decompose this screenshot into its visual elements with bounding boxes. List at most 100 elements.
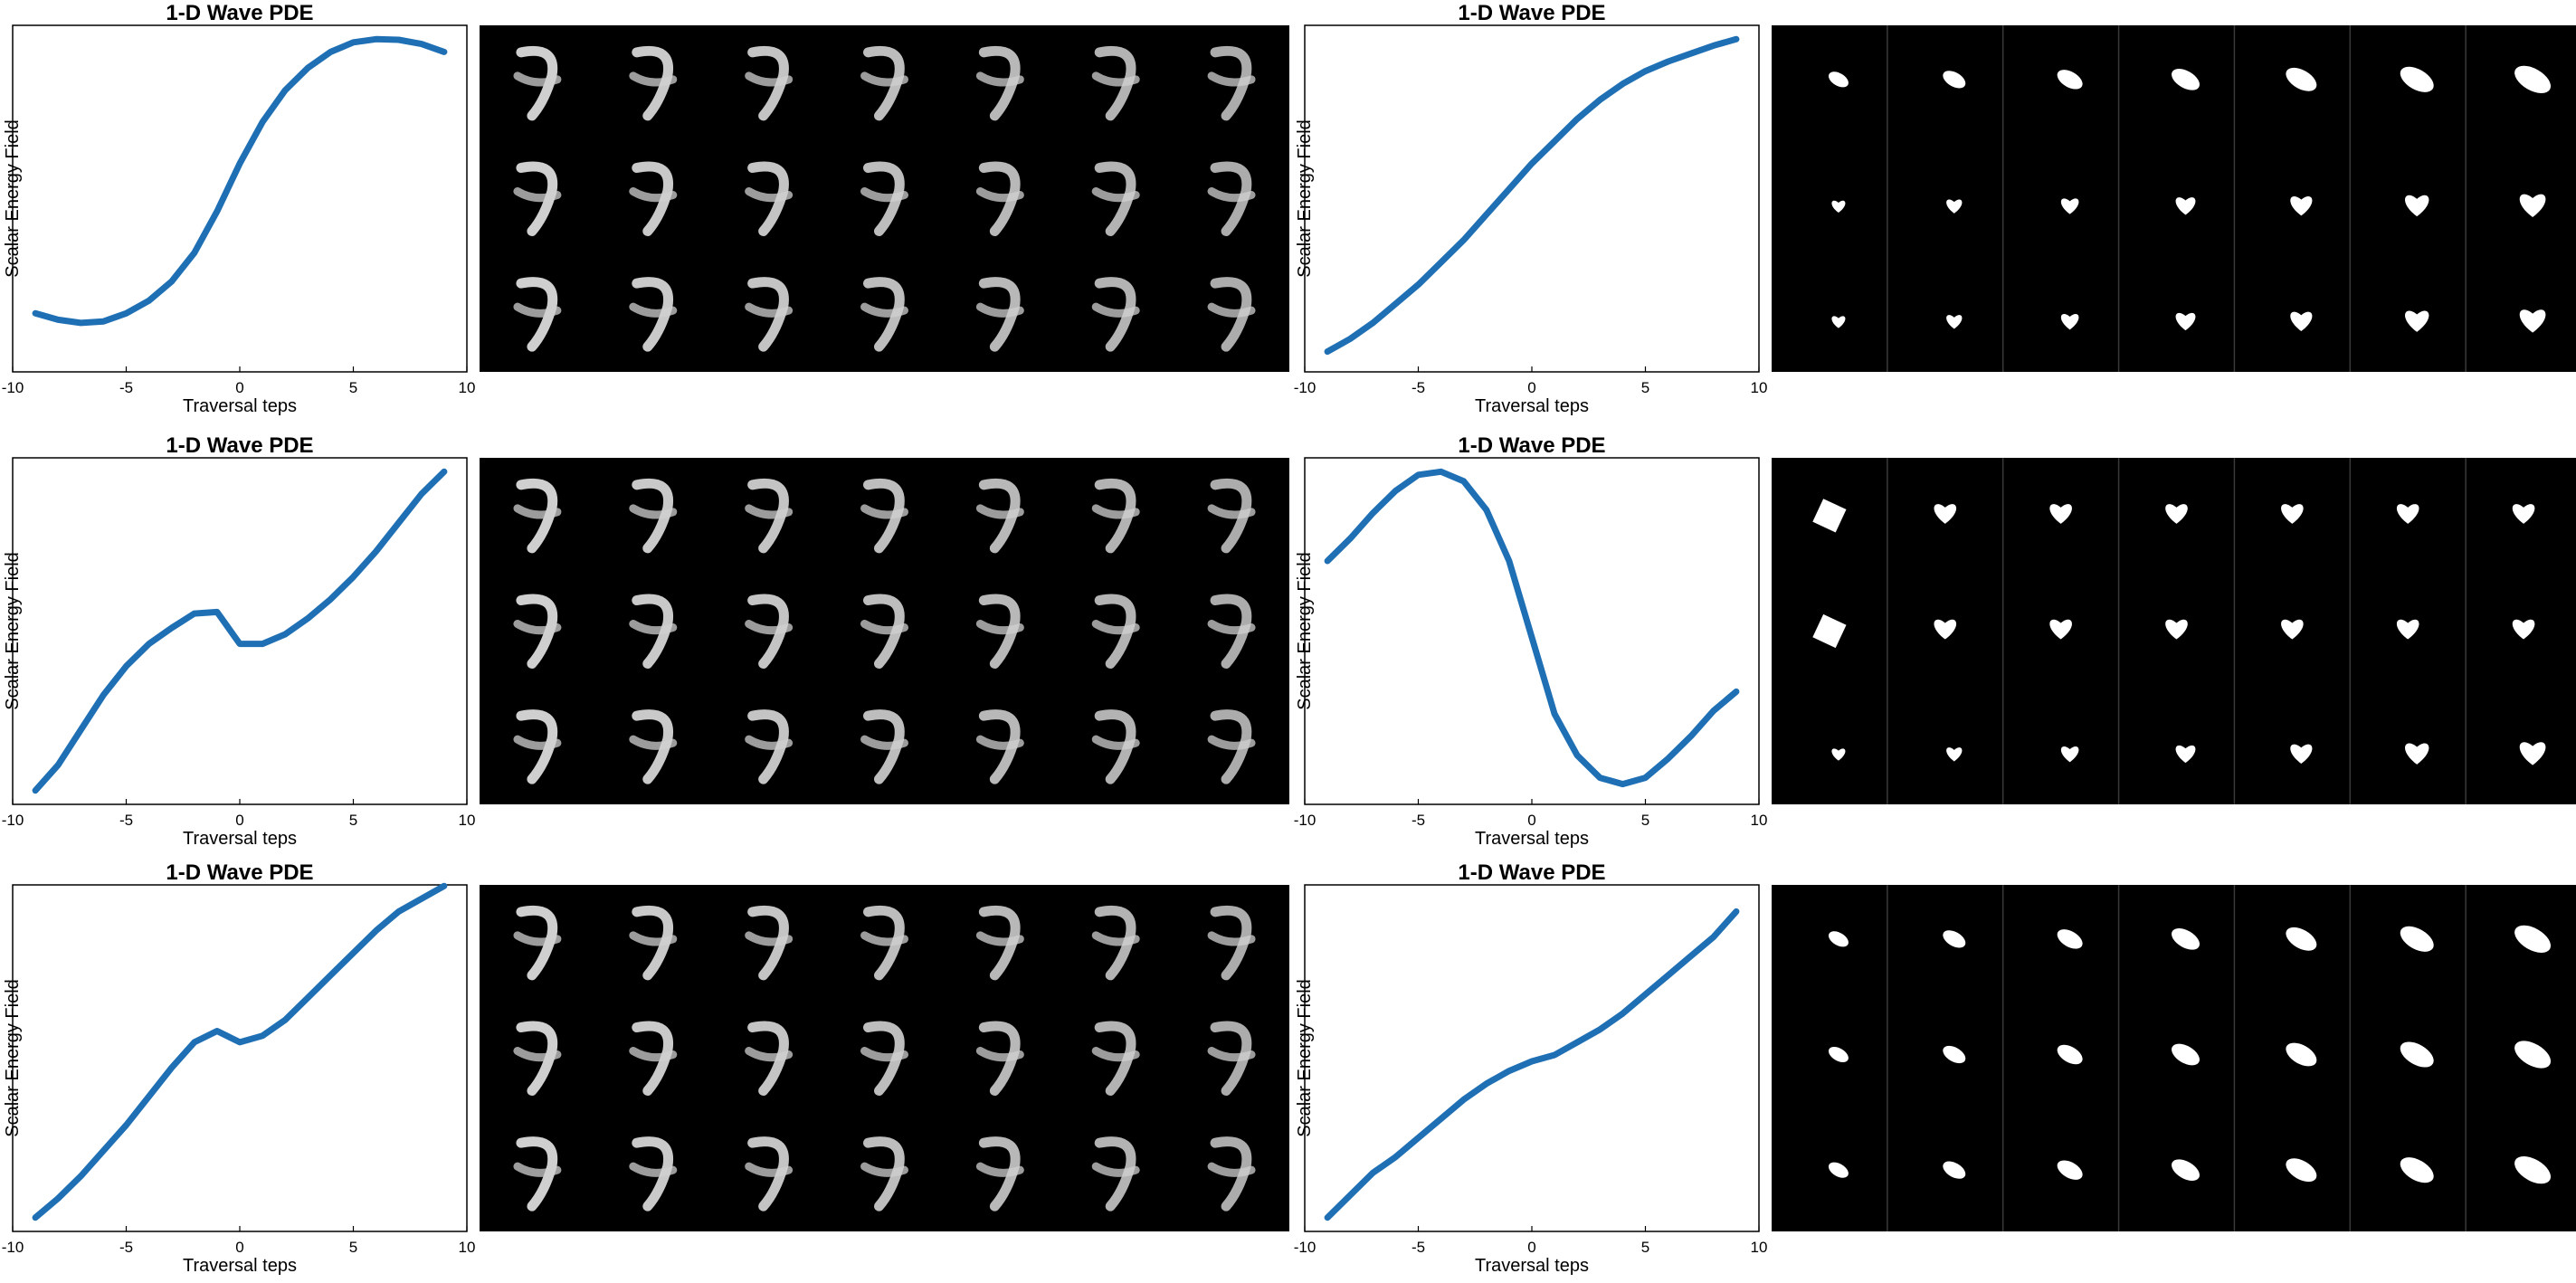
chart-title: 1-D Wave PDE xyxy=(166,433,313,458)
heart-shape xyxy=(2060,746,2079,763)
digit-glyph xyxy=(513,1021,562,1096)
heart-shape xyxy=(2405,195,2429,217)
digit-stroke xyxy=(629,620,678,635)
digit-stroke xyxy=(863,161,905,236)
x-tick-label: 10 xyxy=(459,379,476,396)
digit-stroke xyxy=(747,478,789,554)
digit-stroke xyxy=(1091,931,1140,946)
digit-stroke xyxy=(629,71,678,87)
ellipse-shape xyxy=(1943,930,1966,948)
heart-shape xyxy=(1946,315,1963,329)
heart-shape xyxy=(2060,198,2079,214)
digit-stroke xyxy=(745,302,794,318)
ellipse-shape xyxy=(1943,71,1966,89)
digit-glyph xyxy=(745,905,794,981)
square-shape xyxy=(1812,499,1847,533)
digit-stroke xyxy=(975,735,1024,750)
digit-stroke xyxy=(516,1136,558,1212)
ellipse-shape xyxy=(2172,69,2200,90)
y-axis-label: Scalar Energy Field xyxy=(1295,119,1315,278)
ellipse-shape xyxy=(2400,66,2434,92)
x-axis-label: Traversal teps xyxy=(1475,1256,1589,1276)
heart-shape xyxy=(2519,742,2546,765)
digit-glyph xyxy=(629,277,678,352)
heart-shape xyxy=(2512,504,2535,524)
heart-shape xyxy=(1831,200,1846,213)
digit-stroke xyxy=(863,1136,905,1212)
digit-stroke xyxy=(978,1136,1021,1212)
digit-glyph xyxy=(975,478,1024,554)
ellipse-shape xyxy=(2172,1043,2200,1066)
digit-stroke xyxy=(1091,735,1140,750)
x-tick-label: 5 xyxy=(1641,812,1649,829)
digit-stroke xyxy=(1210,45,1252,121)
digit-stroke xyxy=(747,1136,789,1212)
digit-stroke xyxy=(1094,594,1136,669)
digit-stroke xyxy=(1094,1021,1136,1096)
digit-stroke xyxy=(747,1021,789,1096)
digit-stroke xyxy=(860,1162,908,1177)
digit-glyph xyxy=(745,1021,794,1096)
digit-stroke xyxy=(975,71,1024,87)
digit-glyph xyxy=(629,905,678,981)
digit-stroke xyxy=(863,1021,905,1096)
x-tick-label: -10 xyxy=(2,812,24,829)
digit-stroke xyxy=(745,1162,794,1177)
digit-glyph xyxy=(629,1021,678,1096)
ellipse-shape xyxy=(2514,1156,2552,1184)
digit-stroke xyxy=(1207,1047,1256,1062)
ellipse-shape xyxy=(2286,1158,2317,1183)
digit-glyph xyxy=(1207,45,1256,121)
digit-glyph xyxy=(629,478,678,554)
digit-glyph xyxy=(1091,478,1140,554)
digit-stroke xyxy=(860,302,908,318)
heart-shape xyxy=(1831,316,1846,328)
heart-shape xyxy=(1946,199,1963,214)
traversal-panel xyxy=(1772,458,2576,804)
digit-glyph xyxy=(629,45,678,121)
digit-stroke xyxy=(745,187,794,203)
x-tick-label: 5 xyxy=(349,812,357,829)
digit-stroke xyxy=(975,931,1024,946)
ellipse-shape xyxy=(2172,1159,2200,1181)
digit-stroke xyxy=(1210,709,1252,784)
digit-stroke xyxy=(747,709,789,784)
digit-stroke xyxy=(516,45,558,121)
chart-3: 1-D Wave PDE -10 -5 0 5 10 Traversal teps Scala… xyxy=(2,433,1289,849)
digit-stroke xyxy=(513,302,562,318)
digit-stroke xyxy=(1210,1136,1252,1212)
ellipse-shape xyxy=(2514,65,2552,93)
x-axis-label: Traversal teps xyxy=(183,829,297,849)
digit-glyph xyxy=(629,594,678,669)
heart-shape xyxy=(2049,619,2072,640)
digit-stroke xyxy=(1091,187,1140,203)
digit-stroke xyxy=(1210,594,1252,669)
heart-shape xyxy=(2519,309,2546,333)
digit-stroke xyxy=(860,504,908,519)
digit-glyph xyxy=(1091,161,1140,236)
digit-stroke xyxy=(747,45,789,121)
heart-shape xyxy=(2175,745,2196,764)
ellipse-shape xyxy=(2286,67,2317,91)
x-tick-label: 5 xyxy=(1641,379,1649,396)
digit-stroke xyxy=(1094,277,1136,352)
digit-stroke xyxy=(863,905,905,981)
digit-stroke xyxy=(513,931,562,946)
digit-glyph xyxy=(860,905,908,981)
x-tick-label: 10 xyxy=(459,1239,476,1256)
traversal-panel xyxy=(1772,25,2576,372)
x-tick-label: -5 xyxy=(1412,379,1425,396)
digit-glyph xyxy=(975,905,1024,981)
heart-shape xyxy=(2175,197,2196,215)
digit-stroke xyxy=(747,905,789,981)
digit-stroke xyxy=(632,1021,674,1096)
digit-stroke xyxy=(1207,302,1256,318)
digit-glyph xyxy=(513,594,562,669)
heart-shape xyxy=(1934,619,1957,640)
digit-glyph xyxy=(513,1136,562,1212)
digit-stroke xyxy=(629,302,678,318)
digit-stroke xyxy=(1210,478,1252,554)
digit-stroke xyxy=(629,1162,678,1177)
digit-stroke xyxy=(860,187,908,203)
heart-shape xyxy=(2290,311,2313,331)
